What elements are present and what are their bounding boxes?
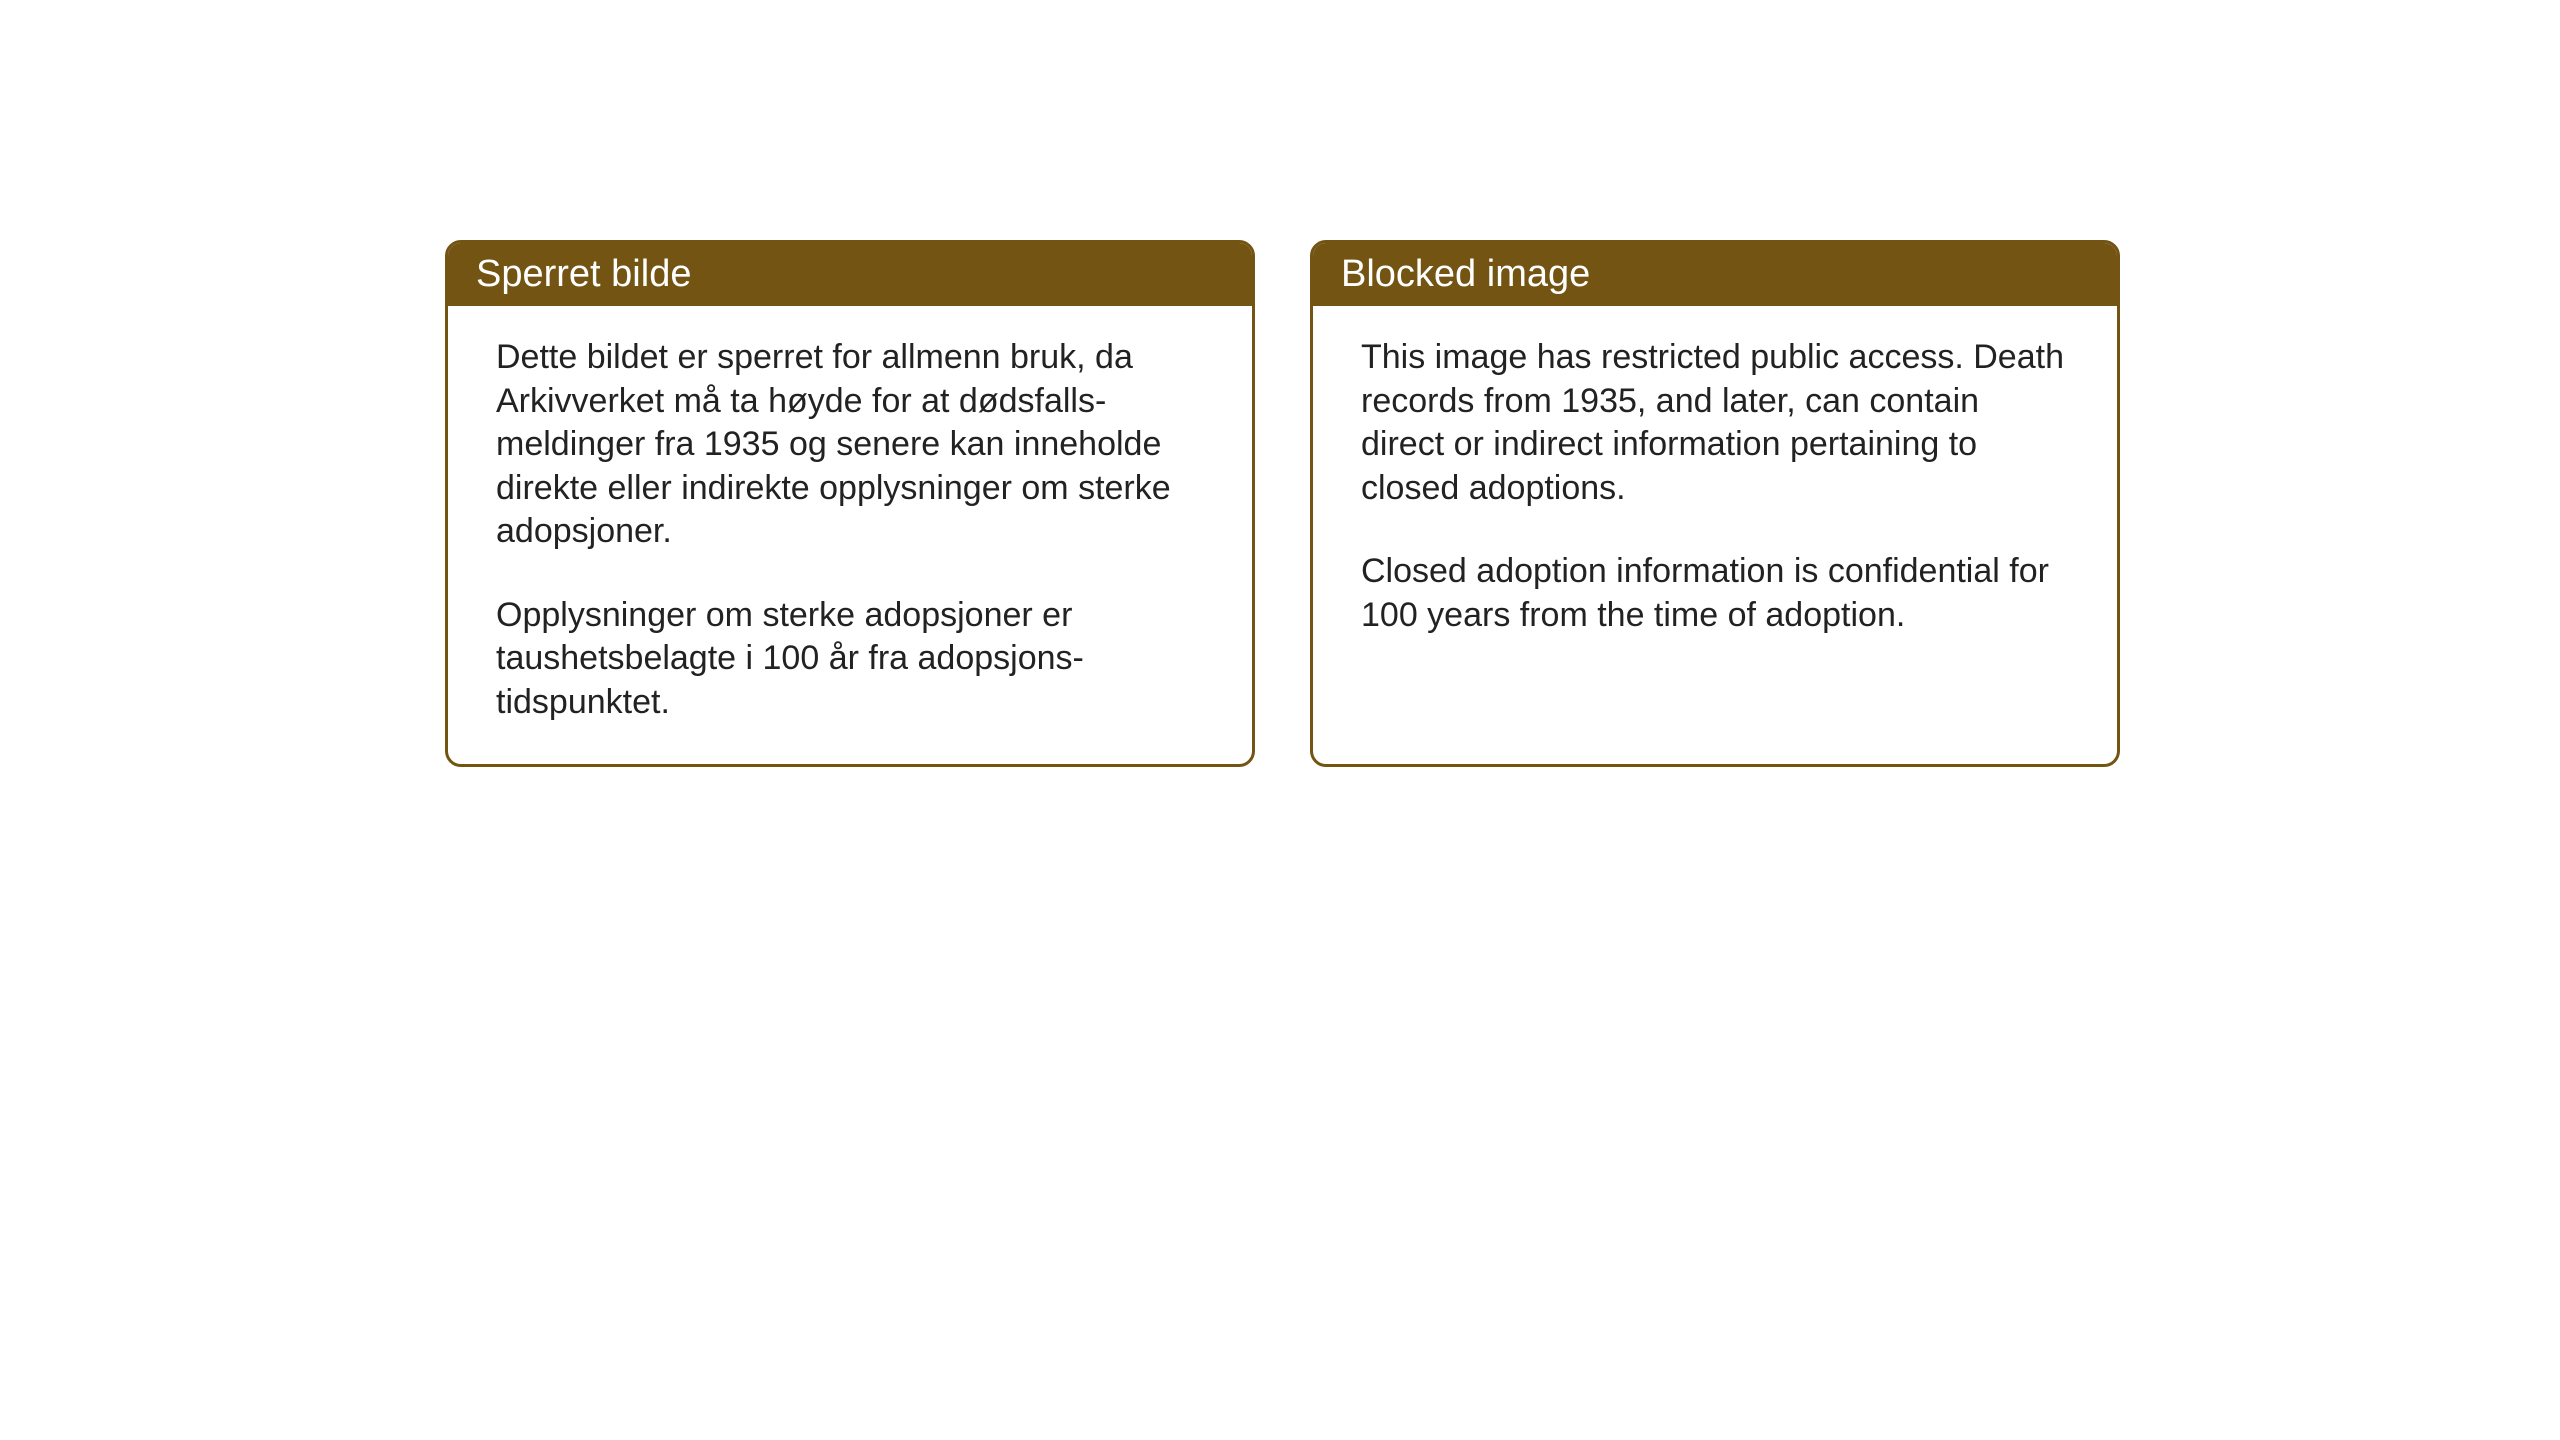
notice-header-norwegian: Sperret bilde (448, 243, 1252, 306)
notice-paragraph-1-english: This image has restricted public access.… (1361, 336, 2069, 510)
notice-container: Sperret bilde Dette bildet er sperret fo… (445, 240, 2120, 767)
notice-paragraph-2-english: Closed adoption information is confident… (1361, 550, 2069, 637)
notice-title-english: Blocked image (1341, 253, 1590, 295)
notice-box-english: Blocked image This image has restricted … (1310, 240, 2120, 767)
notice-paragraph-2-norwegian: Opplysninger om sterke adopsjoner er tau… (496, 594, 1204, 725)
notice-body-norwegian: Dette bildet er sperret for allmenn bruk… (448, 306, 1252, 764)
notice-header-english: Blocked image (1313, 243, 2117, 306)
notice-paragraph-1-norwegian: Dette bildet er sperret for allmenn bruk… (496, 336, 1204, 554)
notice-body-english: This image has restricted public access.… (1313, 306, 2117, 746)
notice-title-norwegian: Sperret bilde (476, 253, 691, 295)
notice-box-norwegian: Sperret bilde Dette bildet er sperret fo… (445, 240, 1255, 767)
